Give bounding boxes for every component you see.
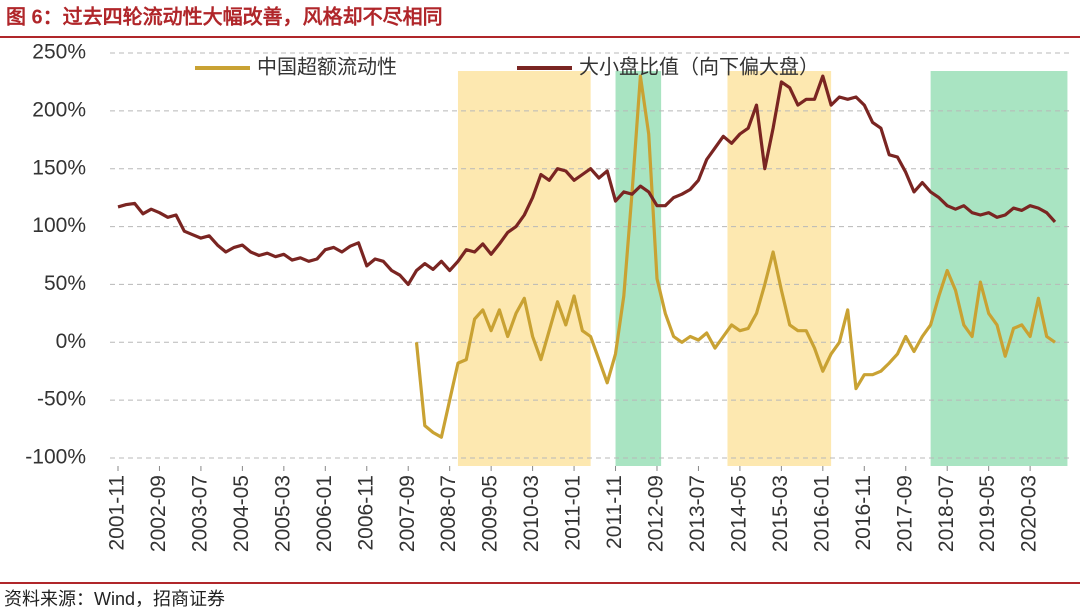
x-tick-label: 2016-11: [852, 475, 875, 551]
x-tick-label: 2003-07: [188, 475, 211, 552]
x-tick-label: 2002-09: [147, 475, 170, 552]
y-tick-label: 150%: [32, 156, 86, 179]
x-tick-label: 2007-09: [396, 475, 419, 552]
x-tick-label: 2001-11: [106, 475, 129, 551]
y-tick-label: 200%: [32, 98, 86, 121]
shaded-region: [615, 71, 662, 466]
x-tick-label: 2004-05: [230, 475, 253, 552]
y-tick-label: 250%: [32, 41, 86, 64]
x-tick-label: 2017-09: [893, 475, 916, 552]
x-tick-label: 2006-01: [313, 475, 336, 552]
x-tick-label: 2005-03: [271, 475, 294, 552]
shaded-region: [930, 71, 1068, 466]
x-tick-label: 2015-03: [769, 475, 792, 552]
series-line: [414, 74, 1056, 439]
x-tick-label: 2009-05: [479, 475, 502, 552]
legend-label: 中国超额流动性: [257, 55, 397, 78]
x-tick-label: 2011-11: [603, 475, 626, 549]
x-tick-label: 2018-07: [935, 475, 958, 552]
y-tick-label: 0%: [56, 330, 86, 353]
y-tick-label: 50%: [44, 272, 86, 295]
x-tick-label: 2014-05: [727, 475, 750, 552]
x-tick-label: 2011-01: [562, 475, 585, 551]
x-tick-label: 2008-07: [437, 475, 460, 552]
x-tick-label: 2020-03: [1018, 475, 1041, 552]
series-line: [117, 74, 1057, 286]
x-tick-label: 2013-07: [686, 475, 709, 552]
y-tick-label: -50%: [37, 388, 86, 411]
x-tick-label: 2010-03: [520, 475, 543, 552]
legend-label: 大小盘比值（向下偏大盘）: [579, 55, 819, 78]
shaded-region: [457, 71, 591, 466]
x-tick-label: 2012-09: [645, 475, 668, 552]
x-tick-label: 2016-01: [810, 475, 833, 552]
source: 资料来源：Wind，招商证券: [4, 589, 225, 609]
y-tick-label: 100%: [32, 214, 86, 237]
x-tick-label: 2019-05: [976, 475, 999, 552]
y-tick-label: -100%: [25, 446, 86, 469]
chart-title: 图 6：过去四轮流动性大幅改善，风格却不尽相同: [6, 4, 443, 28]
x-tick-label: 2006-11: [354, 475, 377, 551]
